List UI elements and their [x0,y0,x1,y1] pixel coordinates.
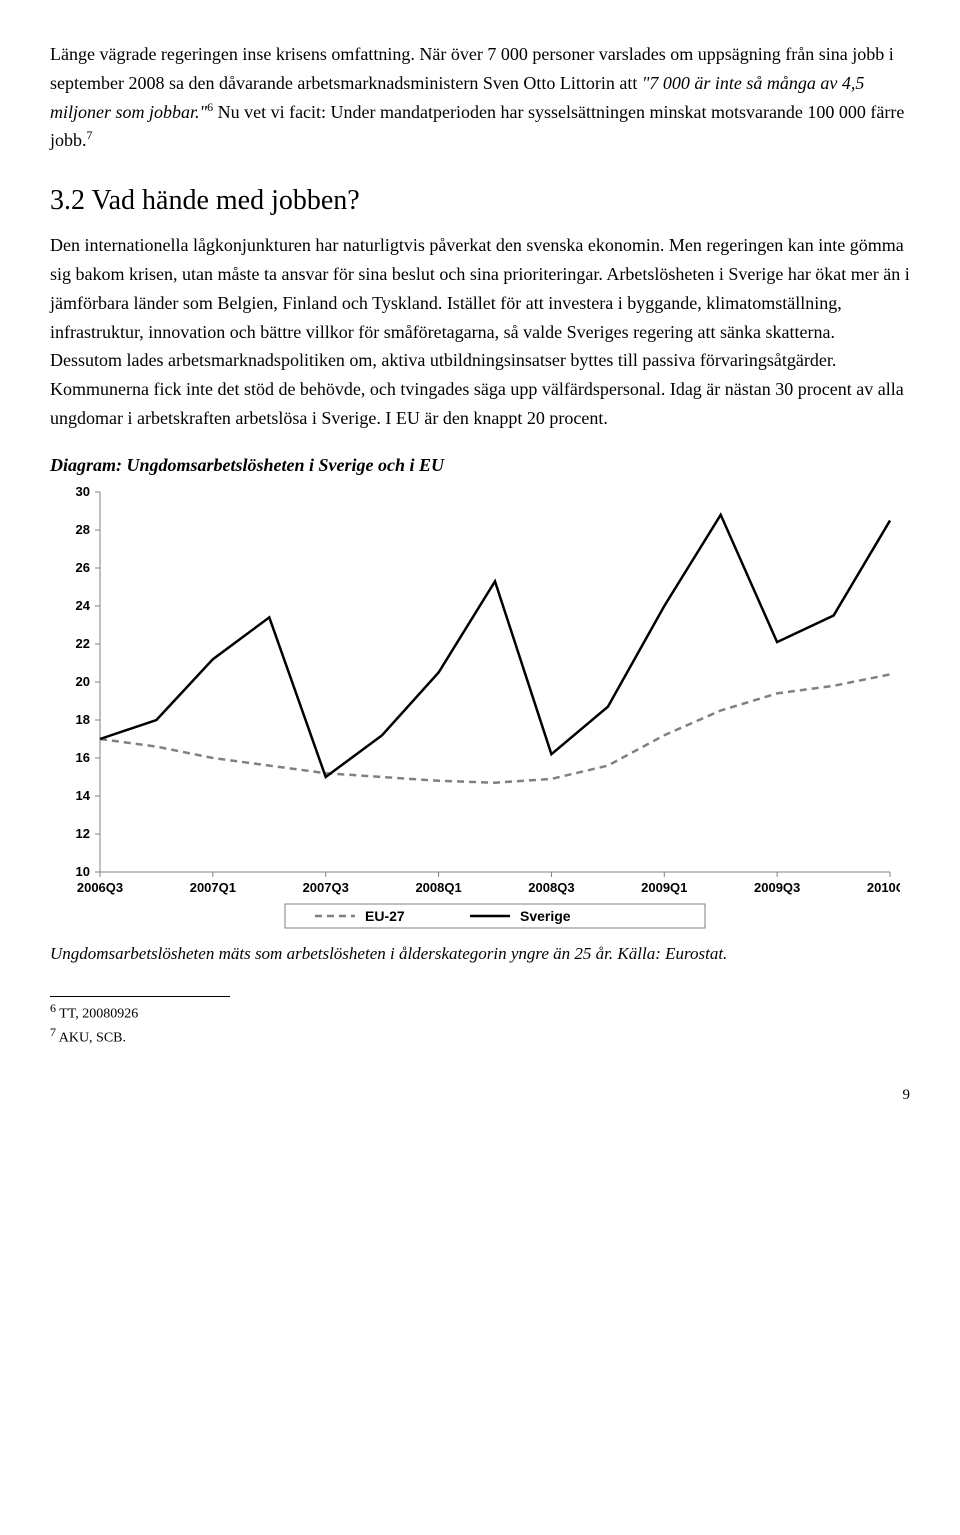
svg-text:20: 20 [76,674,90,689]
svg-text:30: 30 [76,484,90,499]
page-number: 9 [50,1087,910,1104]
chart-caption: Ungdomsarbetslösheten mäts som arbetslös… [50,941,910,967]
chart-title: Diagram: Ungdomsarbetslösheten i Sverige… [50,455,910,476]
youth-unemployment-chart: 10 12 14 16 18 20 22 24 26 28 30 2006Q3 2007Q1 2007Q3… [50,482,900,937]
section-heading: 3.2 Vad hände med jobben? [50,185,910,217]
line-chart-svg: 10 12 14 16 18 20 22 24 26 28 30 2006Q3 2007Q1 2007Q3… [50,482,900,932]
svg-text:EU-27: EU-27 [365,908,405,924]
svg-text:26: 26 [76,560,90,575]
footnote-7: 7 AKU, SCB. [50,1025,910,1047]
svg-text:14: 14 [76,788,91,803]
svg-text:2007Q1: 2007Q1 [190,880,236,895]
svg-text:2010Q1: 2010Q1 [867,880,900,895]
footnote-7-text: AKU, SCB. [56,1031,126,1046]
footnotes-separator [50,996,230,997]
svg-text:2009Q1: 2009Q1 [641,880,687,895]
svg-text:2009Q3: 2009Q3 [754,880,800,895]
svg-text:Sverige: Sverige [520,908,571,924]
paragraph-2: Den internationella lågkonjunkturen har … [50,231,910,433]
svg-text:24: 24 [76,598,91,613]
svg-text:2008Q1: 2008Q1 [415,880,461,895]
svg-text:2006Q3: 2006Q3 [77,880,123,895]
svg-text:2007Q3: 2007Q3 [303,880,349,895]
svg-text:18: 18 [76,712,90,727]
footnote-6: 6 TT, 20080926 [50,1001,910,1023]
svg-text:22: 22 [76,636,90,651]
svg-text:16: 16 [76,750,90,765]
footnote-6-text: TT, 20080926 [56,1007,138,1022]
svg-text:12: 12 [76,826,90,841]
paragraph-1: Länge vägrade regeringen inse krisens om… [50,40,910,155]
footnote-ref-7: 7 [87,128,93,142]
svg-text:10: 10 [76,864,90,879]
svg-text:2008Q3: 2008Q3 [528,880,574,895]
svg-text:28: 28 [76,522,90,537]
